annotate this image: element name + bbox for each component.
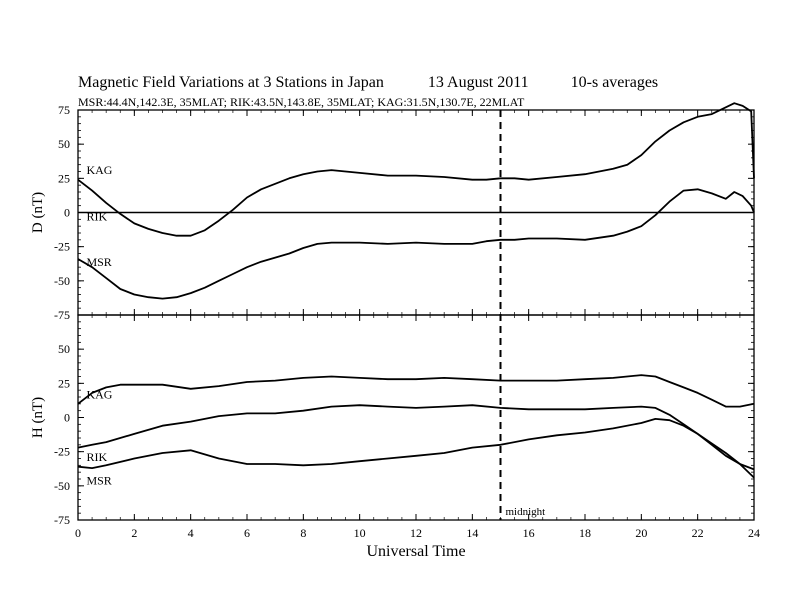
panel-frame-1 <box>77 314 755 521</box>
station-label-kag: KAG <box>86 163 112 177</box>
x-tick-label: 10 <box>354 526 366 540</box>
x-tick-label: 2 <box>131 526 137 540</box>
y-tick-label: 50 <box>58 342 70 356</box>
station-label-rik: RIK <box>86 210 107 224</box>
x-tick-label: 14 <box>466 526 478 540</box>
y-tick-label: 0 <box>64 411 70 425</box>
x-tick-label: 4 <box>188 526 194 540</box>
x-tick-label: 16 <box>523 526 535 540</box>
y-tick-label: -25 <box>54 240 70 254</box>
x-tick-label: 18 <box>579 526 591 540</box>
chart-averaging: 10-s averages <box>570 74 659 91</box>
x-tick-label: 20 <box>635 526 647 540</box>
station-label-msr: MSR <box>86 255 111 269</box>
x-tick-label: 22 <box>692 526 704 540</box>
y-tick-label: 25 <box>58 376 70 390</box>
y-tick-label: -75 <box>54 513 70 527</box>
chart-subtitle: MSR:44.4N,142.3E, 35MLAT; RIK:43.5N,143.… <box>78 95 525 109</box>
y-tick-label: 0 <box>64 206 70 220</box>
y-tick-label: 50 <box>58 137 70 151</box>
y-tick-label: -75 <box>54 308 70 322</box>
series-line-rik <box>77 404 755 479</box>
x-tick-label: 8 <box>300 526 306 540</box>
x-tick-label: 24 <box>748 526 760 540</box>
series-line-rik <box>77 188 755 300</box>
y-tick-label: 25 <box>58 171 70 185</box>
station-label-kag: KAG <box>86 387 112 401</box>
series-line-msr <box>77 418 755 471</box>
x-tick-label: 0 <box>75 526 81 540</box>
series-line-kag <box>77 102 755 237</box>
y-tick-label: -50 <box>54 479 70 493</box>
y-tick-label: 75 <box>58 103 70 117</box>
chart-title: Magnetic Field Variations at 3 Stations … <box>78 74 384 91</box>
y-tick-label: -25 <box>54 445 70 459</box>
x-tick-label: 6 <box>244 526 250 540</box>
x-axis-label: Universal Time <box>366 543 465 560</box>
chart-date: 13 August 2011 <box>427 74 529 91</box>
x-tick-label: 12 <box>410 526 422 540</box>
series-line-kag <box>77 374 755 408</box>
station-label-rik: RIK <box>86 450 107 464</box>
y-axis-label: D (nT) <box>30 192 46 233</box>
midnight-label: midnight <box>506 506 546 518</box>
y-tick-label: -50 <box>54 274 70 288</box>
chart-title-row: Magnetic Field Variations at 3 Stations … <box>78 74 658 92</box>
station-label-msr: MSR <box>86 473 111 487</box>
y-axis-label: H (nT) <box>30 397 46 438</box>
